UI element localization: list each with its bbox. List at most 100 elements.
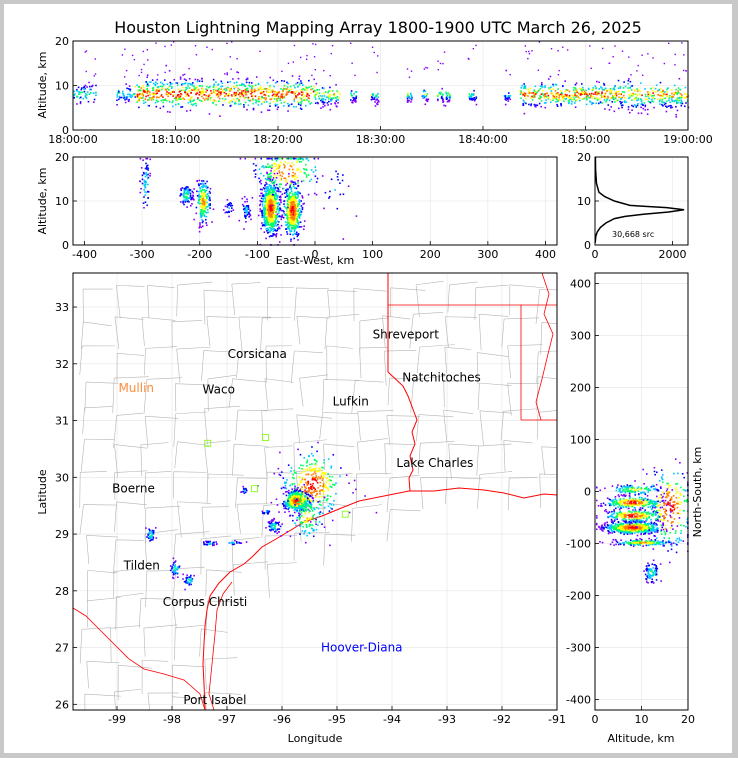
map-point <box>325 481 328 484</box>
time-altitude-point <box>235 100 237 103</box>
east-west-point <box>182 193 185 195</box>
time-altitude-point <box>146 74 149 77</box>
east-west-point <box>271 197 273 199</box>
time-altitude-point <box>336 105 338 108</box>
east-west-point <box>271 207 273 210</box>
east-west-point <box>293 209 295 212</box>
map-point <box>299 480 302 483</box>
time-altitude-point <box>142 91 145 94</box>
time-altitude-point <box>644 109 647 111</box>
time-altitude-point <box>252 108 255 111</box>
east-west-point <box>146 174 148 176</box>
time-altitude-point <box>222 90 225 93</box>
time-altitude-point <box>610 91 612 93</box>
map-point <box>323 459 325 461</box>
time-altitude-point <box>335 84 337 86</box>
time-altitude-point <box>299 82 301 85</box>
east-west-point <box>294 172 296 175</box>
time-altitude-point <box>201 91 203 94</box>
time-altitude-point <box>148 96 151 99</box>
map-point <box>294 498 296 501</box>
time-altitude-point <box>535 104 537 106</box>
time-altitude-point <box>442 100 445 103</box>
east-west-point <box>264 213 266 216</box>
map-point <box>293 509 296 511</box>
map-point <box>287 489 290 492</box>
time-altitude-point <box>221 91 223 93</box>
time-altitude-point <box>253 90 256 93</box>
time-altitude-point <box>129 88 131 91</box>
time-altitude-point <box>274 90 276 93</box>
east-west-point <box>206 201 208 204</box>
time-altitude-point <box>614 45 616 47</box>
time-altitude-point <box>169 81 172 84</box>
time-altitude-point <box>598 81 600 84</box>
time-altitude-point <box>182 89 184 92</box>
time-altitude-point <box>628 111 631 114</box>
time-altitude-point <box>661 101 664 104</box>
time-altitude-point <box>374 105 377 107</box>
map-point <box>270 501 273 504</box>
time-altitude-point <box>332 97 335 99</box>
time-altitude-point <box>299 56 302 59</box>
time-altitude-point <box>619 100 621 103</box>
east-west-point <box>208 198 211 200</box>
time-altitude-point <box>193 103 196 105</box>
time-altitude-point <box>327 104 329 106</box>
time-altitude-point <box>260 92 262 95</box>
time-altitude-point <box>684 92 686 95</box>
time-altitude-point <box>683 97 686 99</box>
map-point <box>279 474 282 477</box>
east-west-point <box>198 195 201 198</box>
east-west-point <box>273 186 276 188</box>
time-altitude-point <box>674 64 676 66</box>
east-west-point <box>278 226 280 229</box>
time-altitude-point <box>146 99 149 101</box>
time-altitude-point <box>653 106 655 109</box>
east-west-point <box>307 174 310 176</box>
time-altitude-point <box>247 96 250 99</box>
time-altitude-point <box>598 92 600 95</box>
time-altitude-point <box>278 90 281 93</box>
map-point <box>330 479 333 482</box>
east-west-point <box>258 177 260 180</box>
county-line <box>114 501 147 533</box>
east-west-point <box>205 222 208 224</box>
east-west-point <box>270 188 272 190</box>
east-west-point <box>277 212 280 214</box>
time-altitude-point <box>247 89 249 92</box>
east-west-point <box>203 200 206 202</box>
time-altitude-point <box>556 100 559 103</box>
time-altitude-point <box>666 100 668 102</box>
east-west-point <box>283 210 285 213</box>
east-west-point <box>282 187 285 190</box>
time-altitude-point <box>576 98 578 101</box>
time-altitude-point <box>580 83 583 85</box>
time-altitude-point <box>468 93 471 95</box>
time-altitude-point <box>351 101 353 104</box>
east-west-point <box>186 206 188 208</box>
county-line <box>80 438 115 472</box>
county-line <box>359 347 389 379</box>
east-west-point <box>297 239 299 241</box>
east-west-point <box>179 194 182 197</box>
map-point <box>313 491 315 494</box>
time-altitude-point <box>660 90 663 93</box>
east-west-point <box>287 217 289 219</box>
map-point <box>271 519 273 521</box>
east-west-point <box>289 222 292 225</box>
time-altitude-point <box>147 104 150 107</box>
time-altitude-point <box>251 86 253 89</box>
map-point <box>243 488 245 490</box>
county-line <box>231 282 261 316</box>
east-west-point <box>293 227 296 230</box>
map-point <box>323 526 326 528</box>
time-altitude-point <box>141 94 144 97</box>
time-altitude-point <box>155 89 158 91</box>
east-west-point <box>291 207 293 210</box>
east-west-point <box>268 177 270 180</box>
time-altitude-point <box>315 82 318 85</box>
east-west-point <box>271 190 274 192</box>
map-point <box>294 494 296 497</box>
map-point <box>284 484 287 487</box>
